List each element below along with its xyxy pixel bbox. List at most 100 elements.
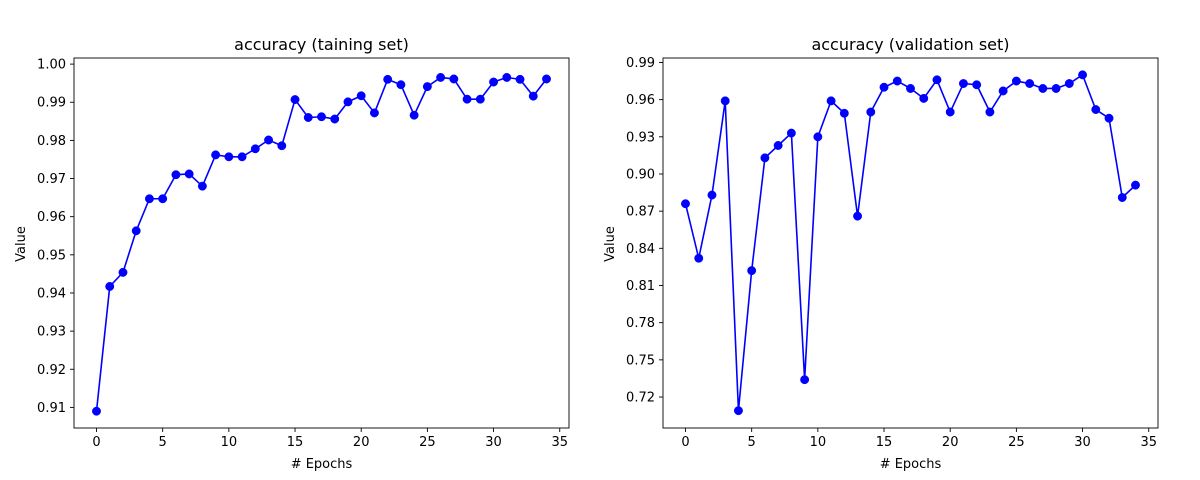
data-point xyxy=(303,113,313,122)
data-point xyxy=(436,73,446,82)
data-point xyxy=(932,75,942,85)
data-point xyxy=(1078,70,1088,80)
x-tick-label: 5 xyxy=(748,435,756,450)
x-tick-label: 35 xyxy=(1140,435,1157,450)
plot-frame xyxy=(662,57,1159,429)
data-point xyxy=(489,77,499,87)
data-point xyxy=(707,190,717,200)
data-point xyxy=(866,107,876,117)
plot-area: 0 5 10 15 20 25 30 35 0.72 0.75 0.78 0.81 0.84 0.87 0.… xyxy=(626,56,1159,450)
data-point xyxy=(409,110,419,120)
data-point xyxy=(906,84,915,93)
data-point xyxy=(747,266,757,276)
y-tick-label: 0.81 xyxy=(626,279,655,294)
data-point xyxy=(1064,79,1074,88)
data-point xyxy=(1091,105,1101,114)
y-tick-label: 0.99 xyxy=(626,56,655,71)
x-axis-label: # Epochs xyxy=(291,457,353,472)
data-point xyxy=(144,194,154,204)
y-tick-label: 0.99 xyxy=(37,96,66,111)
data-point xyxy=(211,150,221,160)
data-point xyxy=(462,94,472,104)
data-point xyxy=(919,93,929,103)
data-point xyxy=(945,107,955,117)
plot-frame xyxy=(73,57,570,429)
chart-title: accuracy (taining set) xyxy=(234,35,409,54)
y-tick-label: 0.78 xyxy=(626,316,655,331)
x-tick-label: 20 xyxy=(353,435,370,450)
y-tick-label: 0.96 xyxy=(37,210,66,225)
chart-title: accuracy (validation set) xyxy=(811,35,1009,54)
data-point xyxy=(383,74,393,84)
data-point xyxy=(1104,113,1114,123)
y-tick-label: 0.97 xyxy=(37,172,66,187)
y-tick-label: 0.75 xyxy=(626,353,655,368)
data-point xyxy=(528,91,538,101)
data-point xyxy=(224,152,234,162)
data-point xyxy=(985,107,995,117)
data-point xyxy=(184,169,194,179)
y-axis-label: Value xyxy=(603,226,618,262)
chart-validation: accuracy (validation set) # Epochs Value… xyxy=(603,35,1159,472)
x-tick-label: 25 xyxy=(419,435,436,450)
data-point xyxy=(356,91,366,101)
data-point xyxy=(343,97,353,107)
x-tick-label: 10 xyxy=(221,435,238,450)
data-point xyxy=(1117,193,1127,202)
data-point xyxy=(998,86,1008,96)
data-point xyxy=(786,128,796,138)
x-tick-label: 5 xyxy=(159,435,167,450)
y-axis-label: Value xyxy=(14,226,29,262)
y-tick-label: 0.93 xyxy=(37,325,66,340)
data-point xyxy=(773,141,783,150)
data-point xyxy=(131,226,141,236)
data-point xyxy=(502,73,512,82)
y-tick-label: 0.95 xyxy=(37,248,66,263)
y-tick-label: 0.72 xyxy=(626,391,655,406)
data-point xyxy=(542,74,551,84)
data-point xyxy=(317,112,326,122)
data-point xyxy=(1131,180,1140,190)
data-point xyxy=(720,96,730,106)
data-point xyxy=(118,267,128,277)
data-point xyxy=(839,108,849,118)
x-tick-label: 35 xyxy=(551,435,568,450)
data-point xyxy=(237,152,247,162)
data-point xyxy=(330,114,340,124)
data-point xyxy=(972,80,982,90)
data-point xyxy=(681,199,690,209)
data-point xyxy=(277,141,287,151)
data-point xyxy=(892,76,902,86)
y-tick-label: 0.92 xyxy=(37,363,66,378)
data-point xyxy=(475,94,485,104)
x-tick-label: 20 xyxy=(942,435,959,450)
chart-training: accuracy (taining set) # Epochs Value 0 5… xyxy=(14,35,570,472)
data-point xyxy=(264,135,274,145)
data-point xyxy=(369,108,379,118)
data-point xyxy=(171,170,181,180)
data-point xyxy=(826,96,836,106)
x-tick-label: 15 xyxy=(287,435,304,450)
data-point xyxy=(422,82,432,92)
data-point xyxy=(105,282,115,291)
plot-area: 0 5 10 15 20 25 30 35 0.91 0.92 0.93 0.94 0.95 0.96 0.… xyxy=(37,57,570,450)
data-point xyxy=(694,253,704,263)
x-tick-label: 0 xyxy=(681,435,689,450)
data-point xyxy=(958,79,968,88)
data-point xyxy=(853,211,863,221)
data-point xyxy=(158,194,168,204)
x-axis-label: # Epochs xyxy=(880,457,942,472)
data-point xyxy=(1011,76,1021,86)
y-tick-label: 0.94 xyxy=(37,286,66,301)
x-tick-label: 15 xyxy=(876,435,893,450)
y-tick-label: 0.93 xyxy=(626,130,655,145)
data-point xyxy=(760,153,770,163)
data-point xyxy=(449,74,459,84)
y-tick-label: 0.87 xyxy=(626,205,655,220)
data-point xyxy=(733,406,743,416)
data-point xyxy=(1025,79,1035,88)
data-point xyxy=(197,181,207,191)
y-tick-label: 0.91 xyxy=(37,401,66,416)
data-point xyxy=(290,95,300,105)
